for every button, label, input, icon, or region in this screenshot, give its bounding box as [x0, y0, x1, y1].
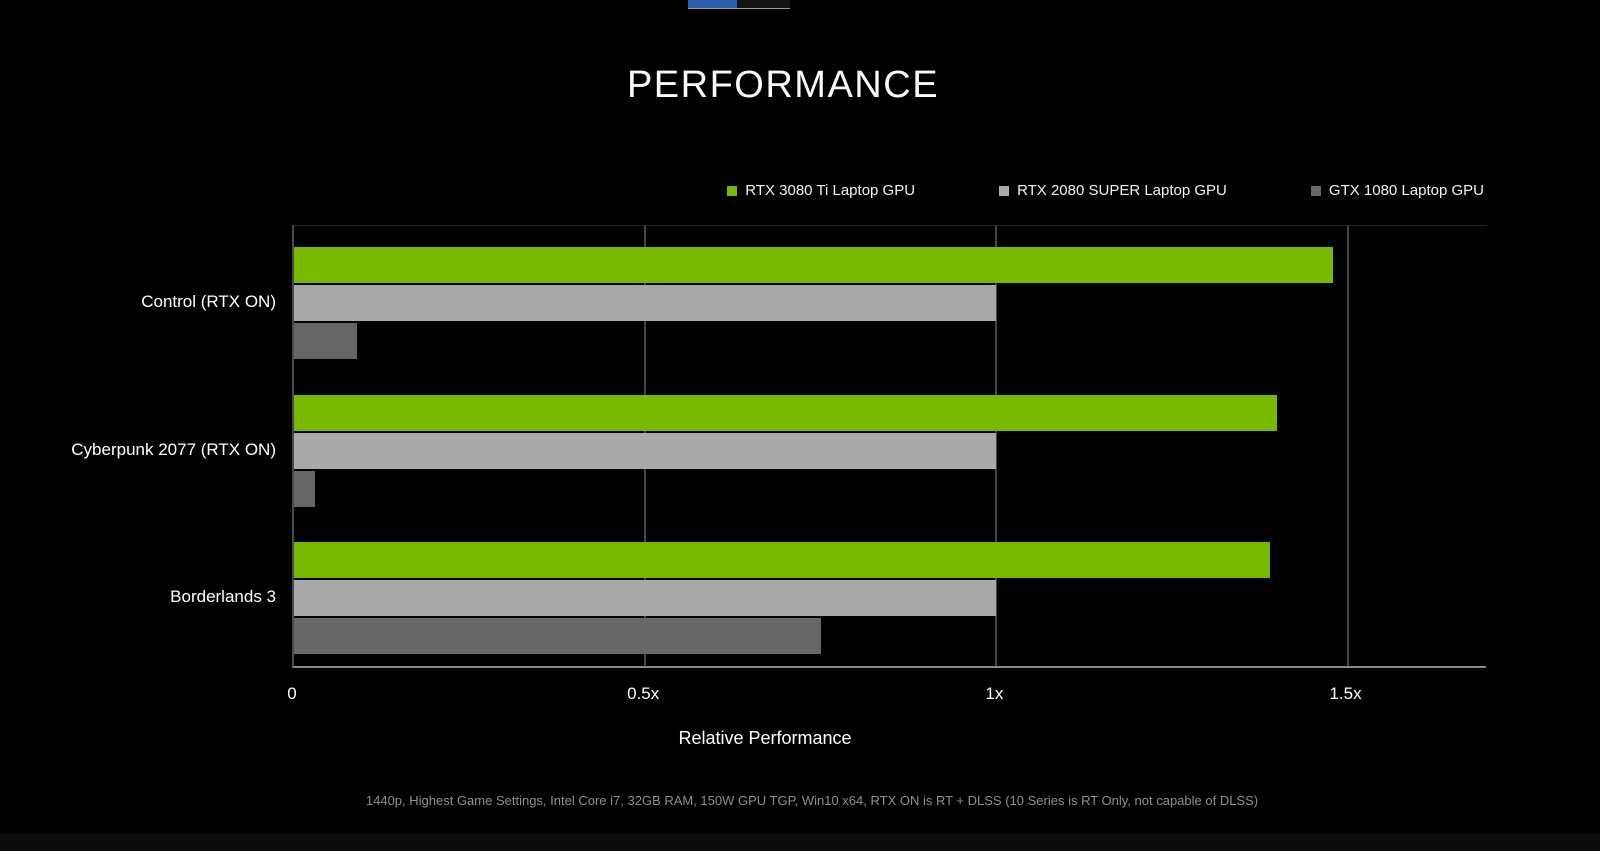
bar: [294, 394, 1278, 431]
x-axis-tick-labels: 0 0.5x 1x 1.5x: [287, 684, 1486, 706]
legend-label: GTX 1080 Laptop GPU: [1328, 182, 1484, 199]
bar: [294, 470, 316, 507]
legend-marker-icon: [1310, 185, 1321, 196]
legend-marker-icon: [727, 185, 738, 196]
x-tick-label: 0: [287, 684, 297, 703]
legend-item: RTX 2080 SUPER Laptop GPU: [999, 182, 1227, 199]
bar: [294, 284, 997, 321]
y-axis-category-labels: Control (RTX ON) Cyberpunk 2077 (RTX ON) B…: [0, 225, 276, 668]
bar: [294, 322, 358, 359]
bar: [294, 432, 997, 469]
legend-item: GTX 1080 Laptop GPU: [1310, 182, 1484, 199]
footnote: 1440p, Highest Game Settings, Intel Core…: [365, 793, 1259, 808]
legend-item: RTX 3080 Ti Laptop GPU: [727, 182, 915, 199]
category-label: Cyberpunk 2077 (RTX ON): [71, 439, 276, 459]
chart-legend: RTX 3080 Ti Laptop GPU RTX 2080 SUPER Lap…: [727, 182, 1484, 199]
top-progress-track: [737, 0, 790, 8]
bar: [294, 618, 821, 655]
x-tick-label: 1.5x: [1329, 684, 1362, 703]
category-label: Control (RTX ON): [141, 291, 276, 311]
x-tick-label: 0.5x: [627, 684, 660, 703]
category-label: Borderlands 3: [170, 587, 276, 607]
bar-chart-plot-area: [292, 225, 1486, 668]
page-title: PERFORMANCE: [626, 64, 940, 106]
x-tick-label: 1x: [985, 684, 1004, 703]
legend-label: RTX 2080 SUPER Laptop GPU: [1017, 182, 1227, 199]
bar: [294, 580, 997, 617]
x-axis-title: Relative Performance: [678, 728, 852, 748]
bottom-edge-strip: [0, 834, 1600, 851]
gridline: [1346, 226, 1349, 666]
bar: [294, 542, 1271, 579]
bar: [294, 246, 1334, 283]
gridline: [995, 226, 998, 666]
top-edge-artifact: [688, 0, 790, 10]
top-underline: [688, 8, 790, 9]
legend-marker-icon: [999, 185, 1010, 196]
legend-label: RTX 3080 Ti Laptop GPU: [745, 182, 916, 199]
top-progress-fill: [688, 0, 737, 8]
